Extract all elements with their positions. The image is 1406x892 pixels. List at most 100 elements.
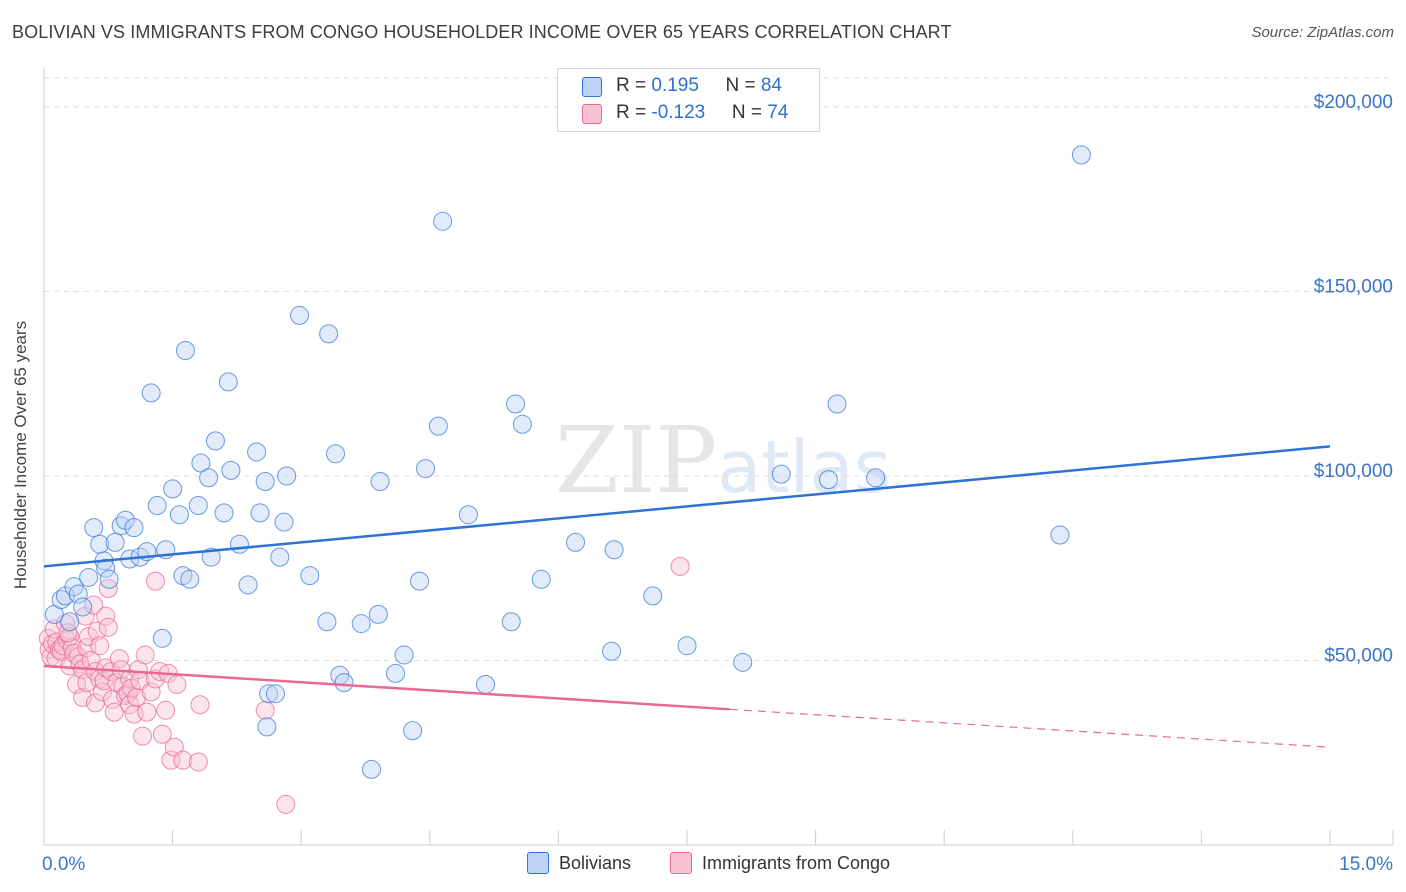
bolivians-point bbox=[317, 612, 337, 632]
bolivians-point bbox=[325, 444, 345, 464]
congo-point bbox=[90, 636, 110, 656]
bolivians-point bbox=[274, 512, 294, 532]
congo-point bbox=[156, 700, 176, 720]
bolivians-point bbox=[163, 479, 183, 499]
bolivians-point bbox=[506, 394, 526, 414]
bolivians-point bbox=[604, 540, 624, 560]
congo-point bbox=[98, 617, 118, 637]
congo-point bbox=[670, 556, 690, 576]
bolivians-point bbox=[512, 414, 532, 434]
bolivians-point bbox=[319, 324, 339, 344]
bolivians-point bbox=[265, 684, 285, 704]
congo-point bbox=[167, 674, 187, 694]
y-tick-label: $100,000 bbox=[1314, 461, 1393, 482]
bolivians-point bbox=[201, 547, 221, 567]
bolivians-point bbox=[96, 558, 116, 578]
y-tick-label: $150,000 bbox=[1314, 276, 1393, 297]
congo-point bbox=[141, 682, 161, 702]
trend-lines bbox=[43, 445, 1331, 748]
congo-point bbox=[137, 702, 157, 722]
bolivians-point bbox=[501, 612, 521, 632]
bolivians-point bbox=[169, 505, 189, 525]
congo-point bbox=[145, 571, 165, 591]
bolivians-point bbox=[218, 372, 238, 392]
bolivians-point bbox=[238, 575, 258, 595]
bolivians-point bbox=[73, 597, 93, 617]
bolivians-point bbox=[677, 636, 697, 656]
bolivians-point bbox=[1071, 145, 1091, 165]
n-label: N = bbox=[725, 75, 761, 96]
bolivians-point bbox=[188, 495, 208, 515]
congo-legend-swatch bbox=[670, 852, 692, 874]
legend-label-congo: Immigrants from Congo bbox=[702, 852, 891, 873]
bolivians-point bbox=[370, 471, 390, 491]
r-label: R = bbox=[616, 75, 652, 96]
bolivians-point bbox=[386, 663, 406, 683]
bolivians-point bbox=[531, 569, 551, 589]
bolivians-point bbox=[771, 464, 791, 484]
bolivians-point bbox=[300, 566, 320, 586]
bolivians-trend-line bbox=[43, 445, 1331, 568]
bolivians-point bbox=[147, 495, 167, 515]
bolivians-point bbox=[643, 586, 663, 606]
y-tick-labels: $50,000 $100,000 $150,000 $200,000 bbox=[1314, 92, 1393, 667]
bolivians-point bbox=[229, 534, 249, 554]
bolivians-point bbox=[60, 612, 80, 632]
x-tick-labels: 0.0% 15.0% bbox=[42, 854, 1393, 875]
bolivians-point bbox=[394, 645, 414, 665]
bolivians-point bbox=[458, 505, 478, 525]
bolivians-point bbox=[368, 604, 388, 624]
congo-point bbox=[96, 606, 116, 626]
series-congo-points bbox=[38, 556, 690, 814]
congo-point bbox=[96, 658, 116, 678]
bolivians-point bbox=[124, 518, 144, 538]
bolivians-point bbox=[99, 569, 119, 589]
chart-title: BOLIVIAN VS IMMIGRANTS FROM CONGO HOUSEH… bbox=[12, 22, 952, 42]
bolivians-swatch bbox=[582, 77, 602, 97]
bolivians-point bbox=[175, 340, 195, 360]
congo-point bbox=[87, 621, 107, 641]
congo-point bbox=[135, 645, 155, 665]
bolivians-point bbox=[362, 759, 382, 779]
x-tick-label-left: 0.0% bbox=[42, 854, 85, 875]
bolivians-point bbox=[289, 305, 309, 325]
bolivians-point bbox=[180, 569, 200, 589]
congo-point bbox=[276, 794, 296, 814]
bolivians-point bbox=[255, 471, 275, 491]
legend-label-bolivians: Bolivians bbox=[559, 852, 632, 873]
congo-point bbox=[255, 700, 275, 720]
bolivians-point bbox=[428, 416, 448, 436]
bolivians-point bbox=[410, 571, 430, 591]
grid-lines bbox=[44, 77, 1393, 661]
bolivians-point bbox=[1050, 525, 1070, 545]
bolivians-point bbox=[105, 532, 125, 552]
bolivians-point bbox=[199, 468, 219, 488]
bolivians-point bbox=[259, 684, 279, 704]
bolivians-point bbox=[68, 584, 88, 604]
y-tick-label: $200,000 bbox=[1314, 92, 1393, 113]
y-tick-label: $50,000 bbox=[1324, 645, 1393, 666]
congo-trend-line-extension bbox=[729, 708, 1331, 748]
bolivians-point bbox=[334, 673, 354, 693]
congo-point bbox=[188, 752, 208, 772]
bolivians-point bbox=[221, 460, 241, 480]
bolivians-point bbox=[277, 466, 297, 486]
bolivians-point bbox=[351, 614, 371, 634]
congo-point bbox=[127, 687, 147, 707]
congo-point bbox=[133, 726, 153, 746]
congo-point bbox=[120, 695, 140, 715]
bolivians-point bbox=[250, 503, 270, 523]
congo-trend-line bbox=[43, 664, 730, 711]
r-value-congo: -0.123 bbox=[651, 102, 706, 123]
watermark-text: ZIPatlas bbox=[555, 407, 891, 514]
bolivians-point bbox=[433, 211, 453, 231]
bolivians-point bbox=[416, 459, 436, 479]
congo-point bbox=[73, 687, 93, 707]
bolivians-point bbox=[191, 453, 211, 473]
congo-point bbox=[152, 724, 172, 744]
n-value-congo: 74 bbox=[767, 102, 789, 123]
legend-item-congo: Immigrants from Congo bbox=[670, 852, 890, 874]
r-value-bolivians: 0.195 bbox=[651, 75, 699, 96]
correlation-legend: R = 0.195 N = 84 R = -0.123 N = 74 bbox=[557, 68, 820, 132]
